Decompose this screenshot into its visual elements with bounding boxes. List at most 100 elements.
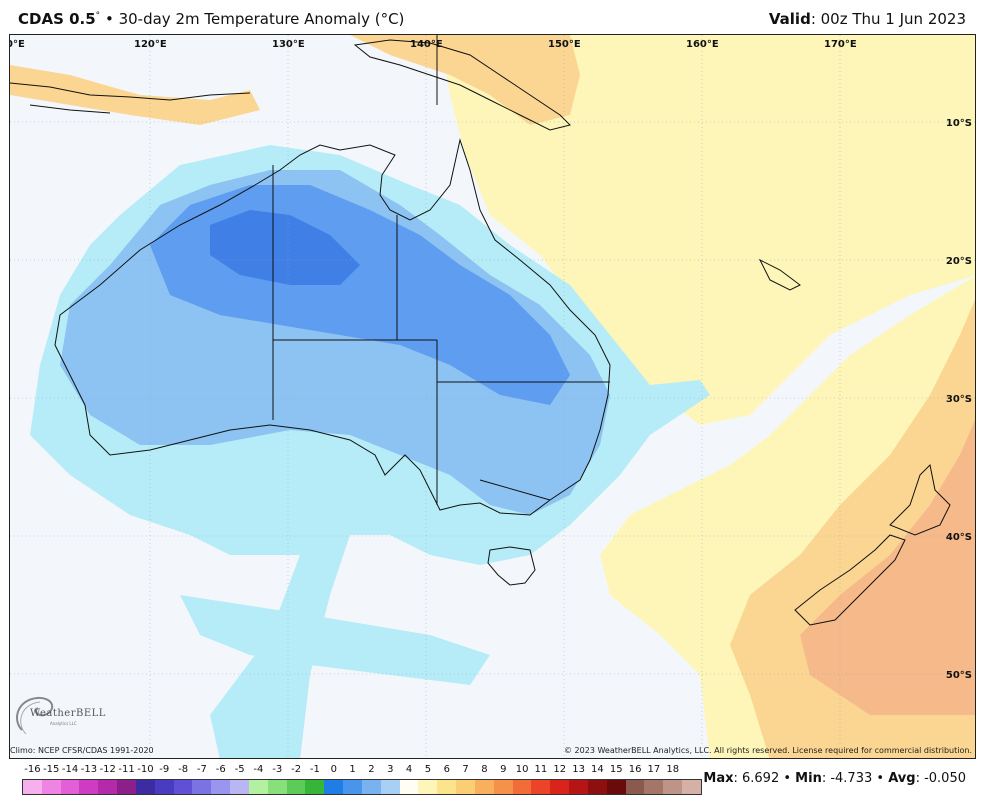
legend-swatch (192, 780, 212, 794)
legend-swatch (135, 780, 155, 794)
title-bullet: • (104, 10, 114, 28)
legend-swatch (117, 780, 136, 794)
legend-tick-label: -6 (215, 764, 226, 775)
stats-sep: • (872, 771, 889, 786)
lon-label: 130°E (272, 39, 305, 50)
legend-tick-label: 1 (349, 764, 356, 775)
legend-tick-label: 3 (387, 764, 394, 775)
legend-swatch (286, 780, 306, 794)
legend-swatch (230, 780, 249, 794)
stats-sep: • (779, 771, 796, 786)
map-header: CDAS 0.5° • 30-day 2m Temperature Anomal… (0, 0, 984, 34)
legend-swatch (79, 780, 99, 794)
cool-anomaly-southern-ocean (180, 595, 490, 685)
lon-label: 0°E (10, 39, 25, 50)
lon-label: 160°E (686, 39, 719, 50)
australia-coastline (54, 138, 611, 516)
legend-tick-label: -9 (159, 764, 170, 775)
legend-swatch (437, 780, 457, 794)
lon-label: 140°E (410, 39, 443, 50)
legend-tick-label: -15 (43, 764, 60, 775)
legend-swatch (305, 780, 325, 794)
legend-swatch (361, 780, 381, 794)
legend-tick-label: 4 (405, 764, 413, 775)
legend-tick-label: 13 (572, 764, 585, 775)
legend-tick-label: -16 (24, 764, 41, 775)
lat-label: 10°S (946, 118, 972, 129)
climo-credit: Climo: NCEP CFSR/CDAS 1991-2020 (10, 746, 154, 755)
cool-anomaly-deep (210, 210, 360, 285)
weatherbell-logo: WeatherBELL Analytics LLC (12, 690, 105, 740)
new-guinea-coastline (353, 39, 571, 131)
min-value: : -4.733 (821, 771, 873, 786)
coastlines (10, 35, 951, 626)
legend-swatch (343, 780, 362, 794)
legend-tick-label: -2 (291, 764, 302, 775)
legend-swatch (154, 780, 174, 794)
max-value: : 6.692 (733, 771, 780, 786)
legend-tick-label: 2 (368, 764, 375, 775)
legend-tick-label: -10 (137, 764, 154, 775)
avg-value: : -0.050 (915, 771, 966, 786)
legend-swatch (493, 780, 513, 794)
lon-label: 120°E (134, 39, 167, 50)
legend-tick-label: -12 (99, 764, 116, 775)
legend-swatch (663, 780, 682, 794)
legend-tick-label: -8 (178, 764, 189, 775)
legend-swatch (531, 780, 551, 794)
legend-swatch (606, 780, 626, 794)
anomaly-indonesia (10, 65, 260, 125)
latitude-labels: 10°S 20°S 30°S 40°S 50°S (946, 118, 972, 681)
state-border-nsw-vic (479, 479, 551, 501)
warm-anomaly-northeast (440, 35, 975, 425)
new-caledonia-coastline (758, 258, 801, 291)
anomaly-map: 0°E 120°E 130°E 140°E 150°E 160°E 170°E … (9, 34, 976, 759)
lon-label: 170°E (824, 39, 857, 50)
legend-swatch (681, 780, 701, 794)
color-legend: -16 -15 -14 -13 -12 -11 -10 -9 -8 -7 -6 -5 -4 -3 -2 -1 0… (22, 764, 702, 804)
graticule (10, 35, 975, 758)
legend-swatch (41, 780, 61, 794)
anomaly-new-guinea (350, 35, 580, 125)
legend-swatch (569, 780, 588, 794)
legend-tick-label: 16 (628, 764, 642, 775)
legend-swatch (644, 780, 664, 794)
legend-tick-label: 17 (647, 764, 661, 775)
legend-tick-label: -13 (80, 764, 98, 775)
indonesia-islands (10, 82, 251, 114)
legend-labels: -16 -15 -14 -13 -12 -11 -10 -9 -8 -7 -6 -5 -4 -3 -2 -1 0… (22, 764, 702, 778)
lat-label: 20°S (946, 256, 972, 267)
legend-swatch (98, 780, 118, 794)
valid-time: Valid: 00z Thu 1 Jun 2023 (769, 10, 966, 28)
lat-label: 50°S (946, 670, 972, 681)
legend-tick-label: 6 (443, 764, 450, 775)
legend-swatch (550, 780, 570, 794)
legend-tick-label: -3 (272, 764, 283, 775)
legend-tick-label: -5 (234, 764, 245, 775)
legend-swatch (173, 780, 193, 794)
legend-swatch (380, 780, 400, 794)
legend-swatch (456, 780, 475, 794)
lat-label: 40°S (946, 532, 972, 543)
max-label: Max (703, 771, 734, 786)
legend-swatch (418, 780, 438, 794)
legend-swatch (625, 780, 645, 794)
legend-colorbar (22, 779, 702, 795)
valid-value: : 00z Thu 1 Jun 2023 (810, 10, 966, 28)
lat-label: 30°S (946, 394, 972, 405)
logo-name: WeatherBELL (30, 708, 106, 719)
legend-swatch (267, 780, 287, 794)
legend-swatch (587, 780, 607, 794)
legend-tick-label: 11 (534, 764, 548, 775)
legend-tick-label: 5 (424, 764, 432, 775)
legend-tick-label: 10 (515, 764, 529, 775)
new-zealand-south-island (794, 534, 906, 626)
legend-swatch (324, 780, 344, 794)
legend-tick-label: -4 (253, 764, 264, 775)
legend-swatch (23, 780, 42, 794)
product-title: 30-day 2m Temperature Anomaly (°C) (118, 10, 405, 28)
stats-summary: Max: 6.692 • Min: -4.733 • Avg: -0.050 (703, 771, 966, 786)
legend-tick-label: 8 (481, 764, 488, 775)
tasmania-coastline (487, 546, 536, 586)
logo-swirl (16, 696, 54, 735)
